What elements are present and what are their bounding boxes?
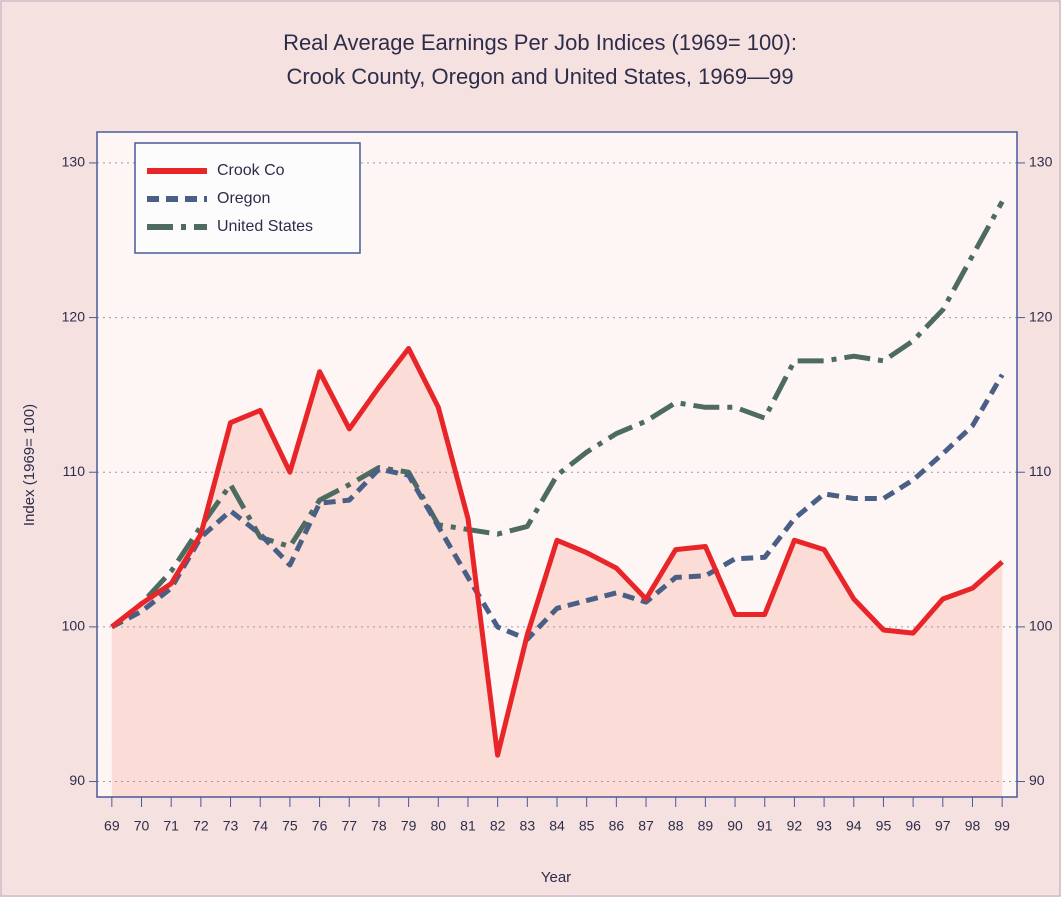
x-tick-label: 86	[609, 818, 625, 834]
x-tick-label: 88	[668, 818, 684, 834]
x-tick-label: 78	[371, 818, 387, 834]
x-tick-label: 73	[223, 818, 239, 834]
x-tick-label: 87	[638, 818, 654, 834]
x-tick-label: 84	[549, 818, 565, 834]
series-line	[110, 346, 1004, 758]
x-tick-label: 92	[787, 818, 803, 834]
x-tick-label: 89	[698, 818, 714, 834]
x-tick-label: 96	[905, 818, 921, 834]
x-tick-label: 76	[312, 818, 328, 834]
chart-subtitle: Crook County, Oregon and United States, …	[286, 64, 793, 89]
x-tick-label: 79	[401, 818, 417, 834]
x-tick-label: 74	[252, 818, 268, 834]
y-tick-label: 130	[62, 154, 86, 170]
y2-tick-label: 110	[1029, 463, 1052, 479]
legend-label: Oregon	[217, 190, 270, 207]
x-tick-label: 94	[846, 818, 862, 834]
y2-tick-label: 100	[1029, 618, 1053, 634]
x-tick-label: 71	[163, 818, 179, 834]
x-tick-label: 97	[935, 818, 951, 834]
x-tick-label: 93	[816, 818, 832, 834]
x-tick-label: 99	[994, 818, 1010, 834]
x-tick-label: 75	[282, 818, 298, 834]
x-tick-label: 83	[520, 818, 536, 834]
y-tick-label: 110	[63, 463, 86, 479]
y2-tick-label: 130	[1029, 154, 1053, 170]
x-axis-label: Year	[541, 869, 571, 886]
x-tick-label: 69	[104, 818, 120, 834]
area-fill	[111, 348, 1003, 797]
chart-title: Real Average Earnings Per Job Indices (1…	[283, 30, 797, 55]
legend-label: Crook Co	[217, 162, 285, 179]
x-tick-label: 91	[757, 818, 773, 834]
legend-label: United States	[217, 218, 313, 235]
y-axis-label: Index (1969= 100)	[21, 404, 38, 526]
x-tick-label: 90	[727, 818, 743, 834]
x-tick-label: 85	[579, 818, 595, 834]
y-tick-label: 100	[62, 618, 86, 634]
y2-tick-label: 90	[1029, 772, 1045, 788]
y-tick-label: 90	[69, 772, 85, 788]
x-tick-label: 98	[965, 818, 981, 834]
y2-tick-label: 120	[1029, 308, 1053, 324]
x-tick-label: 80	[431, 818, 447, 834]
x-tick-label: 95	[876, 818, 892, 834]
x-tick-label: 70	[134, 818, 150, 834]
y-tick-label: 120	[62, 308, 86, 324]
x-tick-label: 72	[193, 818, 209, 834]
x-tick-label: 77	[341, 818, 357, 834]
x-tick-label: 82	[490, 818, 506, 834]
x-tick-label: 81	[460, 818, 476, 834]
series-line	[110, 373, 1005, 642]
